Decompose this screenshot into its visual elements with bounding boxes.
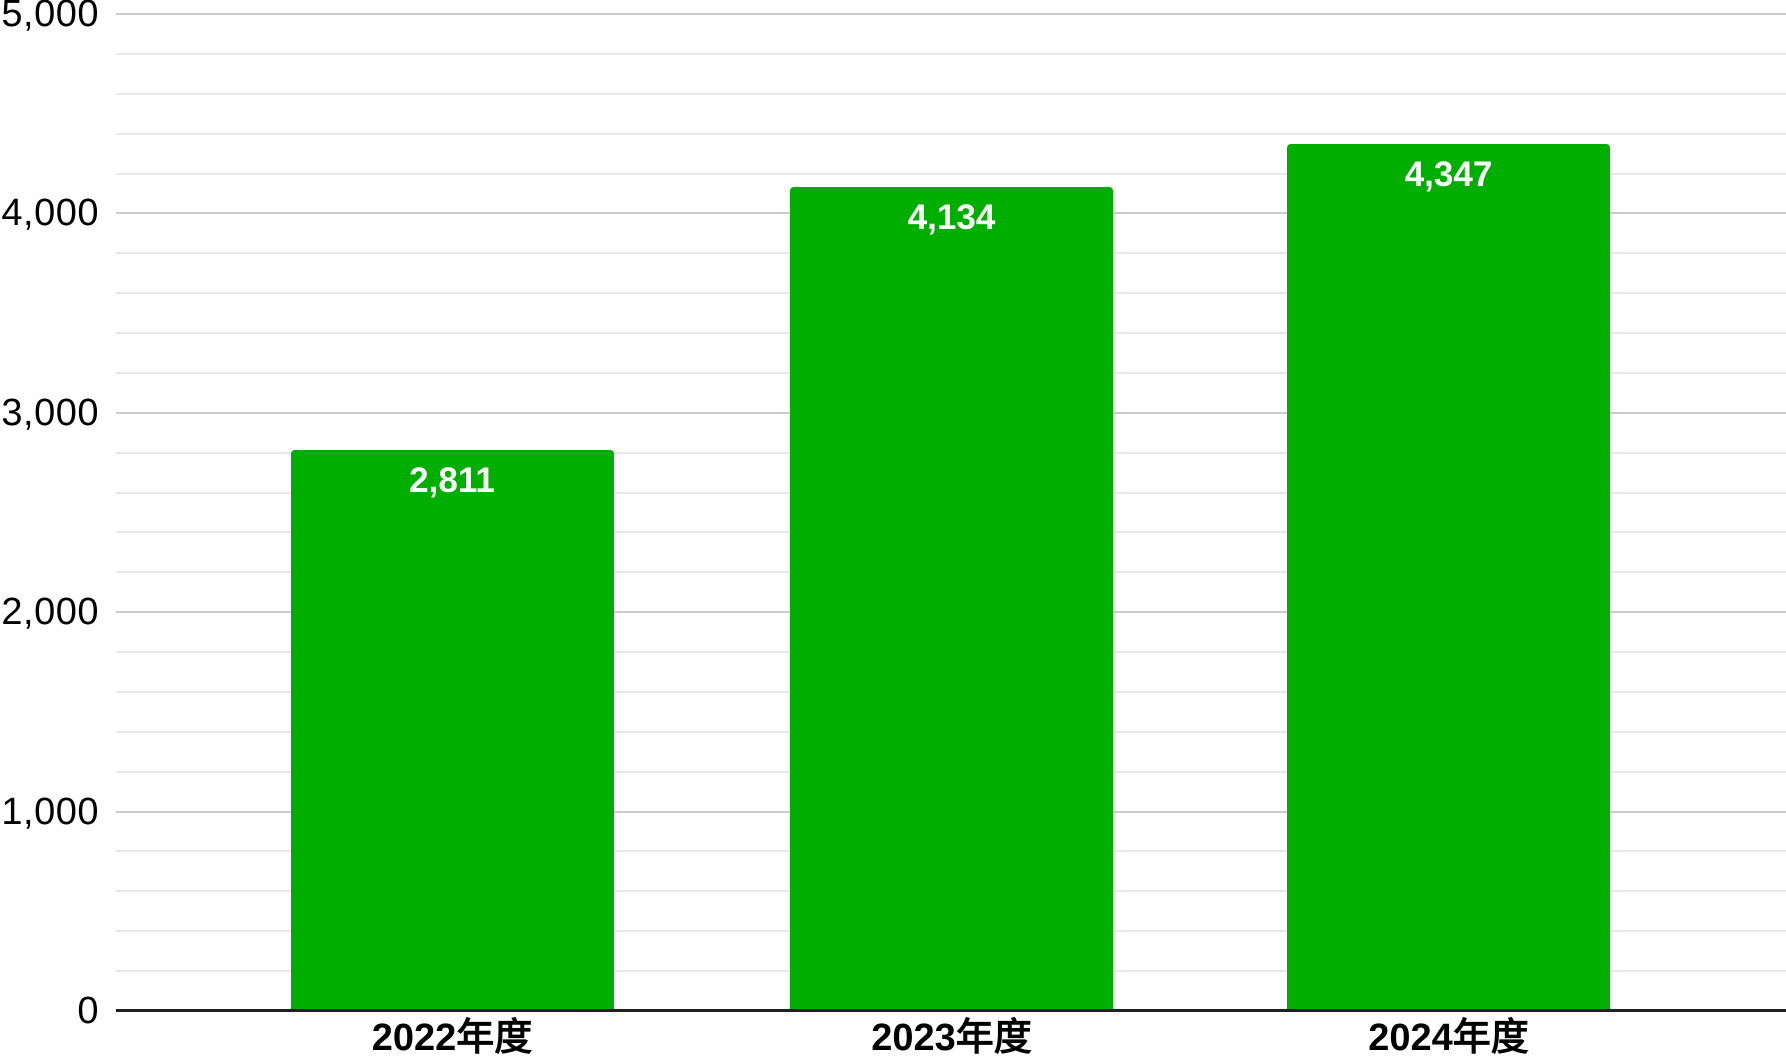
x-tick-label-2024: 2024年度 bbox=[1368, 1017, 1529, 1056]
bar-value-label: 4,134 bbox=[907, 197, 996, 237]
bar-2022: 2,811 bbox=[290, 450, 614, 1011]
x-tick-label-2022: 2022年度 bbox=[371, 1017, 533, 1056]
y-tick-label: 1,000 bbox=[1, 790, 99, 833]
minor-gridline bbox=[116, 172, 1786, 175]
y-tick-label: 2,000 bbox=[1, 591, 99, 634]
minor-gridline bbox=[116, 132, 1786, 135]
bar-value-label: 2,811 bbox=[409, 461, 495, 501]
y-tick-label: 3,000 bbox=[1, 391, 99, 434]
y-tick-label: 5,000 bbox=[1, 0, 99, 35]
bar-2024: 4,347 bbox=[1287, 144, 1610, 1011]
y-axis: 0 1,000 2,000 3,000 4,000 5,000 bbox=[0, 0, 99, 1056]
y-tick-label: 4,000 bbox=[1, 192, 99, 235]
bar-value-label: 4,347 bbox=[1404, 155, 1493, 195]
plot-area: 2,811 4,134 4,347 2022年度 2023年度 2024年度 bbox=[116, 0, 1786, 1056]
minor-gridline bbox=[116, 92, 1786, 95]
x-axis-line bbox=[116, 1009, 1786, 1012]
minor-gridline bbox=[116, 52, 1786, 55]
x-tick-label-2023: 2023年度 bbox=[871, 1017, 1032, 1056]
major-gridline bbox=[116, 13, 1786, 15]
y-tick-label: 0 bbox=[77, 990, 99, 1032]
bar-2023: 4,134 bbox=[790, 186, 1113, 1011]
